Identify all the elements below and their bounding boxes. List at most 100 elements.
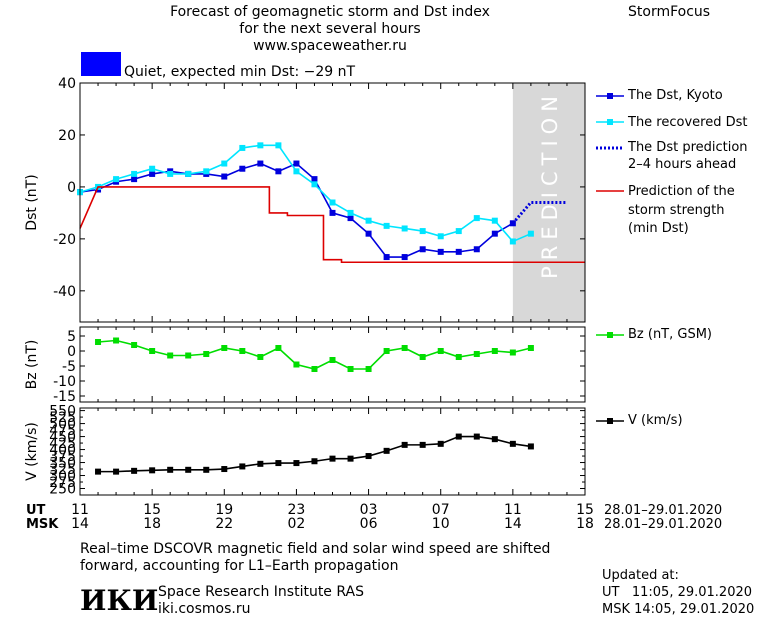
bz-series-0-point bbox=[257, 354, 264, 360]
v-series-0-point bbox=[239, 463, 246, 470]
dst-series-1-point bbox=[383, 222, 390, 229]
dst-series-1-point bbox=[455, 228, 462, 235]
dst-series-0-point bbox=[401, 254, 408, 261]
updated-ut: UT 11:05, 29.01.2020 bbox=[602, 585, 753, 600]
bz-series-0-point bbox=[131, 342, 138, 348]
v-series-0-point bbox=[509, 440, 516, 447]
bz-series-0-point bbox=[347, 366, 354, 372]
v-series-0-point bbox=[527, 443, 534, 450]
v-ytick-label: 350 bbox=[49, 456, 76, 472]
dst-series-1-point bbox=[257, 142, 264, 149]
dst-series-1-point bbox=[113, 176, 120, 183]
v-series-0-point bbox=[185, 466, 192, 473]
dst-series-0-point bbox=[311, 176, 318, 183]
dst-series-1-point bbox=[293, 168, 300, 175]
dst-series-1-point bbox=[491, 217, 498, 224]
dst-series-0-point bbox=[437, 248, 444, 255]
bz-series-0-point bbox=[95, 339, 102, 345]
bz-series-0-point bbox=[437, 348, 444, 354]
ut-axis-label: UT bbox=[26, 503, 46, 518]
legend-bz: Bz (nT, GSM) bbox=[628, 327, 713, 342]
date-msk: 28.01–29.01.2020 bbox=[604, 517, 723, 532]
bz-ytick-label: 5 bbox=[67, 329, 76, 345]
dst-frame bbox=[79, 82, 586, 323]
dst-series-0-point bbox=[347, 215, 354, 222]
org-url[interactable]: iki.cosmos.ru bbox=[158, 601, 251, 617]
dst-series-1-point bbox=[131, 170, 138, 177]
legend-recovered: The recovered Dst bbox=[628, 115, 748, 130]
legend-recovered-swatch-marker bbox=[607, 119, 613, 125]
bz-series-0-point bbox=[149, 348, 156, 354]
bz-series-0-point bbox=[365, 366, 372, 372]
msk-tick-label: 02 bbox=[288, 516, 306, 532]
v-series-0-point bbox=[491, 436, 498, 443]
v-series-0-point bbox=[365, 453, 372, 460]
v-series-0-point bbox=[149, 467, 156, 474]
bz-ylabel: Bz (nT) bbox=[24, 340, 40, 390]
v-ytick-label: 425 bbox=[49, 436, 76, 452]
bz-ytick-label: 0 bbox=[67, 344, 76, 360]
v-series-0-point bbox=[293, 460, 300, 467]
v-ytick-label: 525 bbox=[49, 410, 76, 426]
msk-tick-label: 14 bbox=[71, 516, 89, 532]
bz-series-0-point bbox=[203, 351, 210, 357]
dst-series-1-point bbox=[185, 170, 192, 177]
v-ytick-label: 550 bbox=[49, 404, 76, 420]
legend-dst-kyoto-swatch-marker bbox=[607, 93, 613, 99]
v-ytick-label: 375 bbox=[49, 449, 76, 465]
v-series-0-point bbox=[203, 466, 210, 473]
bz-series-0-point bbox=[221, 345, 228, 351]
v-series-0-point bbox=[329, 455, 336, 462]
bz-series-0-point bbox=[167, 352, 174, 359]
chart-title-line1: Forecast of geomagnetic storm and Dst in… bbox=[170, 4, 490, 20]
dst-series-1-point bbox=[167, 170, 174, 177]
v-series-0-point bbox=[347, 455, 354, 462]
bz-series-0-point bbox=[329, 357, 336, 363]
bz-series-0-point bbox=[491, 348, 498, 354]
brand-label: StormFocus bbox=[628, 4, 711, 20]
chart-title-line2: for the next several hours bbox=[239, 21, 421, 37]
dst-series-1-point bbox=[275, 142, 282, 149]
dst-series-0-point bbox=[419, 246, 426, 253]
msk-tick-label: 14 bbox=[504, 516, 522, 532]
footer-note-line1: Real–time DSCOVR magnetic field and sola… bbox=[80, 541, 551, 557]
bz-series-0-point bbox=[509, 349, 516, 356]
bz-series-0-point bbox=[527, 345, 534, 351]
bz-series-0-point bbox=[293, 361, 300, 368]
v-series-0-point bbox=[455, 433, 462, 440]
bz-series-0-point bbox=[185, 352, 192, 359]
dst-series-0-point bbox=[455, 248, 462, 255]
v-series-0-point bbox=[113, 468, 120, 475]
v-series-0-line bbox=[98, 435, 532, 473]
bz-series-0-point bbox=[113, 337, 120, 344]
bz-ytick-label: -15 bbox=[53, 389, 76, 405]
ut-tick-label: 23 bbox=[288, 502, 306, 518]
dst-series-3-line bbox=[79, 186, 585, 264]
dst-series-1-point bbox=[527, 230, 534, 237]
dst-series-0-point bbox=[383, 254, 390, 261]
bz-series-0-point bbox=[311, 366, 318, 372]
v-series-0-point bbox=[383, 447, 390, 454]
prediction-label: PREDICTION bbox=[538, 90, 562, 279]
iki-logo: ИКИ bbox=[80, 584, 159, 617]
legend-storm-2: storm strength bbox=[628, 203, 725, 218]
bz-series-0-point bbox=[275, 345, 282, 351]
v-series-0-point bbox=[95, 468, 102, 475]
source-url: www.spaceweather.ru bbox=[253, 38, 407, 54]
dst-series-0-point bbox=[293, 160, 300, 167]
date-ut: 28.01–29.01.2020 bbox=[604, 503, 723, 518]
bz-series-0-point bbox=[473, 351, 480, 357]
ut-tick-label: 15 bbox=[576, 502, 594, 518]
dst-series-1-point bbox=[437, 233, 444, 240]
msk-tick-label: 22 bbox=[215, 516, 233, 532]
bz-series-0-point bbox=[239, 348, 246, 354]
ut-tick-label: 03 bbox=[360, 502, 378, 518]
dst-series-0-point bbox=[275, 168, 282, 175]
dst-series-1-point bbox=[221, 160, 228, 167]
msk-tick-label: 18 bbox=[576, 516, 594, 532]
dst-series-0-point bbox=[149, 170, 156, 177]
msk-tick-label: 10 bbox=[432, 516, 450, 532]
legend-storm-3: (min Dst) bbox=[628, 221, 689, 236]
v-series-0-point bbox=[275, 460, 282, 467]
